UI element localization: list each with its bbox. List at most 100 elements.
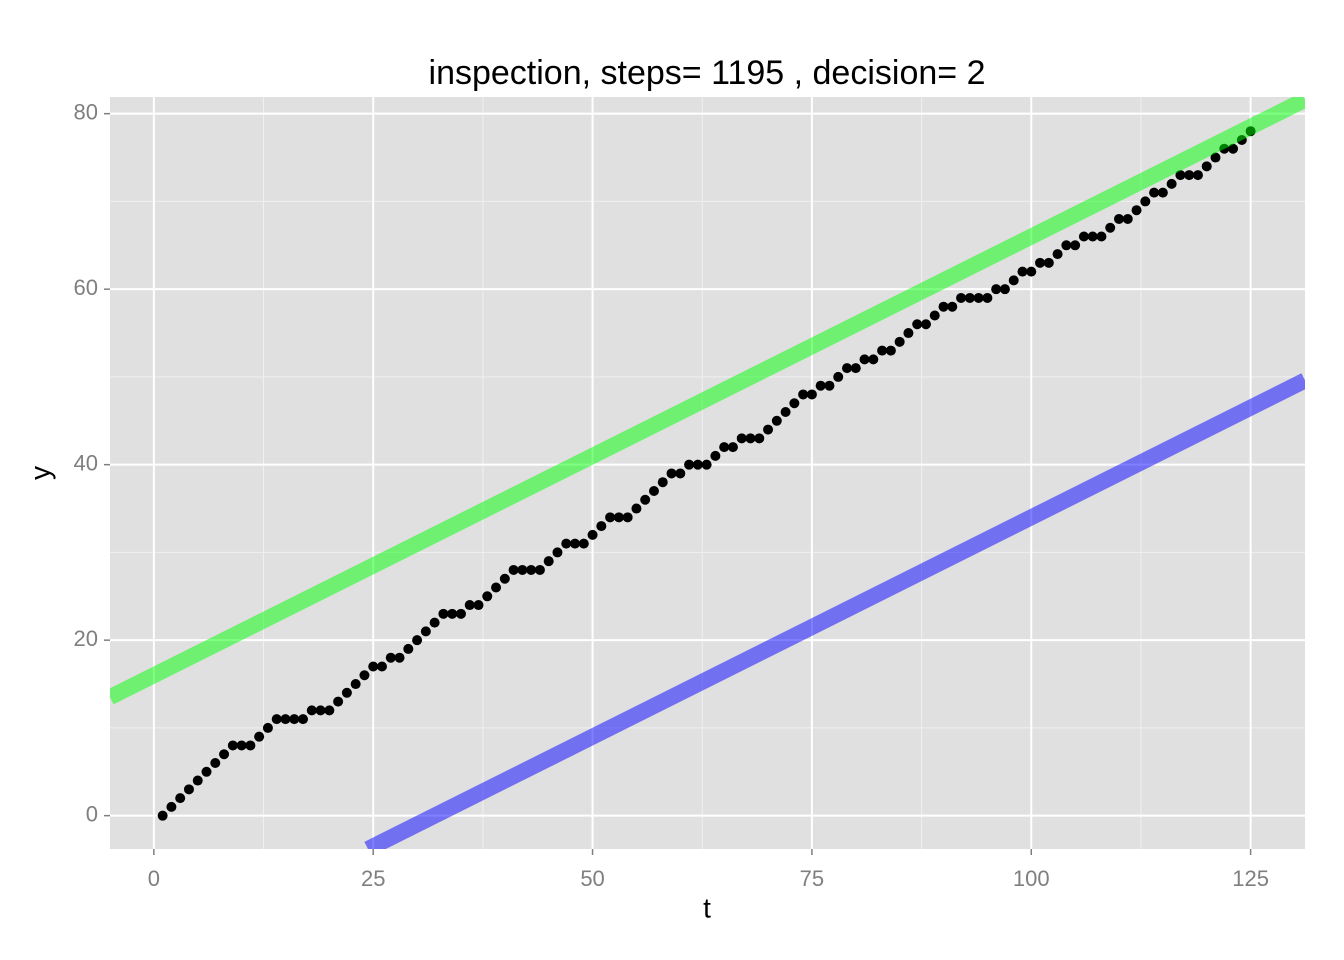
- point: [736, 433, 747, 444]
- point: [438, 608, 449, 619]
- point: [491, 582, 502, 593]
- point: [982, 292, 993, 303]
- y-tick-label: 60: [74, 275, 98, 300]
- point: [561, 538, 572, 549]
- point: [403, 643, 414, 654]
- point: [201, 766, 212, 777]
- point: [210, 758, 221, 769]
- point: [280, 714, 291, 725]
- point: [824, 380, 835, 391]
- point: [1017, 266, 1028, 277]
- point: [719, 442, 730, 453]
- point: [359, 670, 370, 681]
- point: [701, 459, 712, 470]
- point: [1052, 249, 1063, 260]
- point: [1175, 170, 1186, 181]
- point: [482, 591, 493, 602]
- point: [947, 301, 958, 312]
- y-axis-title: y: [24, 466, 55, 480]
- point: [771, 415, 782, 426]
- point: [350, 679, 361, 690]
- point: [789, 398, 800, 409]
- point: [596, 521, 607, 532]
- point: [333, 696, 344, 707]
- point: [920, 319, 931, 330]
- y-tick-label: 80: [74, 99, 98, 124]
- point: [1131, 205, 1142, 216]
- point: [833, 371, 844, 382]
- point: [394, 652, 405, 663]
- point: [754, 433, 765, 444]
- point: [956, 292, 967, 303]
- point: [710, 450, 721, 461]
- point: [868, 354, 879, 365]
- point: [780, 407, 791, 418]
- point: [262, 722, 273, 733]
- point: [1140, 196, 1151, 207]
- point: [631, 503, 642, 514]
- point: [999, 284, 1010, 295]
- reference-line: [110, 97, 1305, 705]
- point: [254, 731, 265, 742]
- point: [227, 740, 238, 751]
- x-tick-label: 0: [148, 866, 160, 891]
- point: [499, 573, 510, 584]
- point: [1096, 231, 1107, 242]
- point: [473, 600, 484, 611]
- point: [1184, 170, 1195, 181]
- point: [464, 600, 475, 611]
- point: [183, 784, 194, 795]
- point: [929, 310, 940, 321]
- point: [1210, 152, 1221, 163]
- point: [455, 608, 466, 619]
- point: [622, 512, 633, 523]
- point: [798, 389, 809, 400]
- point: [692, 459, 703, 470]
- y-tick-label: 40: [74, 450, 98, 475]
- point: [1157, 187, 1168, 198]
- point: [1043, 257, 1054, 268]
- y-tick-label: 0: [86, 801, 98, 826]
- point: [385, 652, 396, 663]
- point: [1149, 187, 1160, 198]
- point: [850, 363, 861, 374]
- x-axis-title: t: [703, 892, 711, 923]
- point: [543, 556, 554, 567]
- point: [877, 345, 888, 356]
- point: [1008, 275, 1019, 286]
- point: [675, 468, 686, 479]
- point: [991, 284, 1002, 295]
- point: [973, 292, 984, 303]
- point: [1035, 257, 1046, 268]
- point: [289, 714, 300, 725]
- x-tick-label: 75: [800, 866, 824, 891]
- point: [605, 512, 616, 523]
- point: [578, 538, 589, 549]
- point: [745, 433, 756, 444]
- point: [964, 292, 975, 303]
- reference-line: [364, 373, 1305, 849]
- points: [157, 126, 1256, 821]
- point: [1026, 266, 1037, 277]
- point: [166, 801, 177, 812]
- point: [1078, 231, 1089, 242]
- point: [1105, 222, 1116, 233]
- x-tick-label: 50: [580, 866, 604, 891]
- point: [613, 512, 624, 523]
- point: [1166, 178, 1177, 189]
- point: [376, 661, 387, 672]
- point: [298, 714, 309, 725]
- point: [508, 564, 519, 575]
- point: [1087, 231, 1098, 242]
- point: [219, 749, 230, 760]
- point: [368, 661, 379, 672]
- x-tick-label: 25: [361, 866, 385, 891]
- point: [412, 635, 423, 646]
- point: [727, 442, 738, 453]
- point: [1201, 161, 1212, 172]
- point: [885, 345, 896, 356]
- point: [157, 810, 168, 821]
- lines: [110, 97, 1305, 849]
- point: [859, 354, 870, 365]
